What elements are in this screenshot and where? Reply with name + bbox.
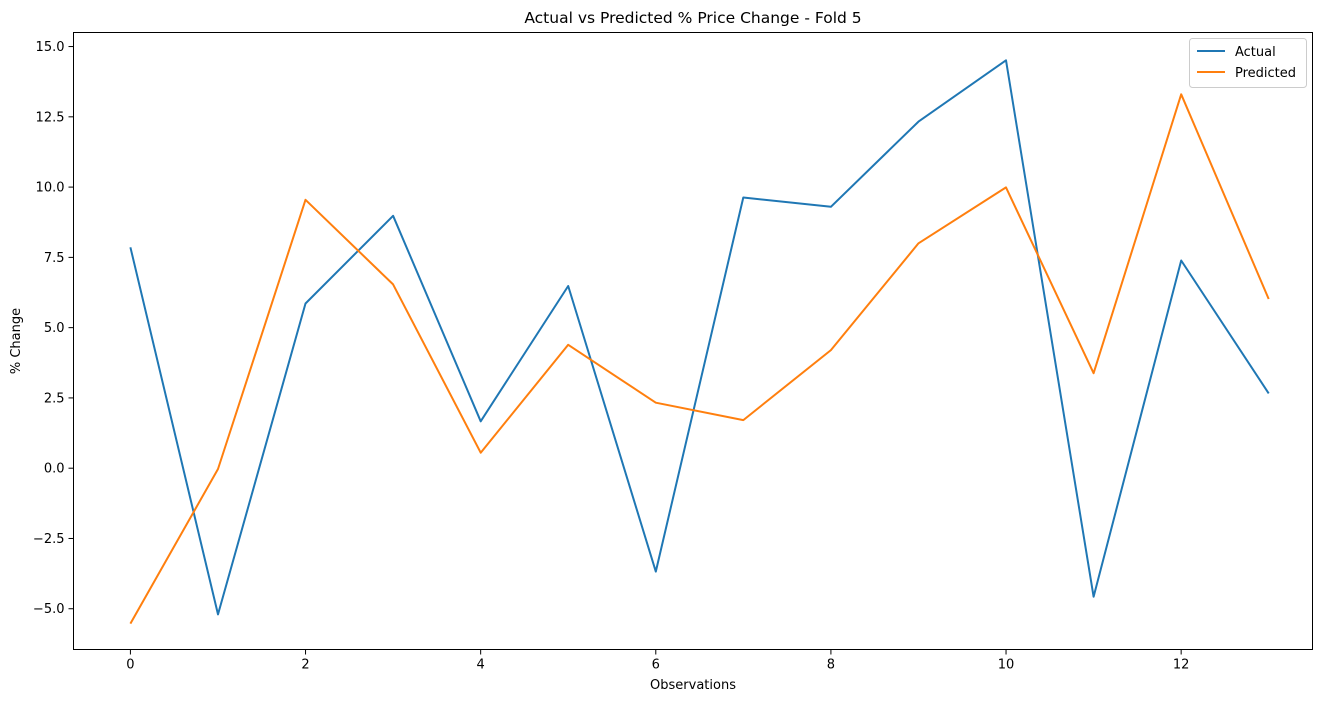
x-axis-label: Observations — [650, 678, 736, 693]
x-tick-label: 4 — [477, 658, 485, 673]
y-axis: −5.0 −2.5 0.0 2.5 5.0 7.5 10.0 12.5 15.0 — [33, 40, 74, 617]
series-line-predicted — [129, 93, 1270, 625]
y-tick-label: 0.0 — [44, 462, 65, 477]
y-tick-label: 15.0 — [36, 40, 65, 55]
plot-frame — [73, 32, 1313, 650]
y-tick-label: 7.5 — [44, 251, 65, 266]
x-tick-label: 0 — [126, 658, 134, 673]
plot-lines — [129, 59, 1270, 625]
x-tick-label: 12 — [1173, 658, 1190, 673]
y-tick-label: −2.5 — [33, 532, 65, 547]
chart-title: Actual vs Predicted % Price Change - Fol… — [524, 9, 861, 27]
series-line-actual — [129, 59, 1270, 616]
x-tick-label: 10 — [998, 658, 1015, 673]
x-tick-label: 6 — [652, 658, 660, 673]
y-axis-label: % Change — [9, 308, 24, 374]
y-tick-label: 5.0 — [44, 321, 65, 336]
legend-label-actual: Actual — [1235, 45, 1276, 60]
legend: Actual Predicted — [1189, 38, 1307, 88]
legend-label-predicted: Predicted — [1235, 66, 1296, 81]
y-tick-label: 12.5 — [36, 110, 65, 125]
y-tick-label: −5.0 — [33, 602, 65, 617]
y-tick-label: 2.5 — [44, 391, 65, 406]
x-axis: 0 2 4 6 8 10 12 — [126, 649, 1190, 673]
x-tick-label: 2 — [301, 658, 309, 673]
x-tick-label: 8 — [827, 658, 835, 673]
y-tick-label: 10.0 — [36, 181, 65, 196]
